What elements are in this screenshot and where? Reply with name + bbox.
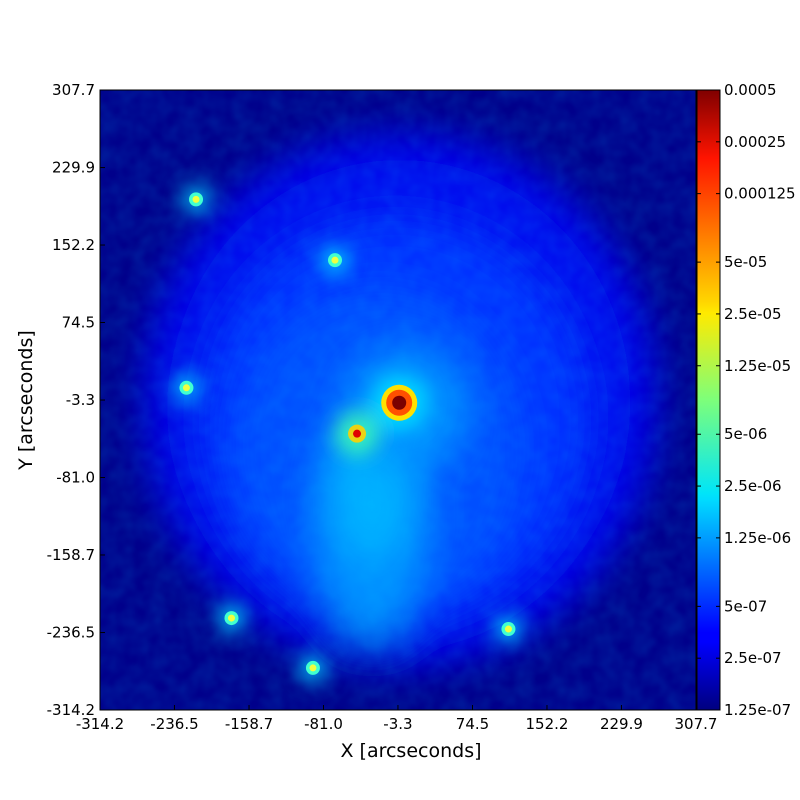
y-tick-label: -236.5: [47, 624, 95, 642]
y-axis-ticks: 307.7 229.9 152.2 74.5 -3.3 -81.0 -158.7 -236.5…: [47, 81, 105, 719]
y-axis-label: Y [arcseconds]: [15, 330, 37, 471]
x-tick-label: 307.7: [675, 715, 718, 733]
x-tick-label: 74.5: [456, 715, 489, 733]
x-tick-label: -314.2: [76, 715, 124, 733]
source-core: [504, 625, 512, 633]
colorbar-tick-label: 0.000125: [724, 185, 796, 203]
colorbar-frame: [696, 89, 721, 711]
y-tick-label: 307.7: [52, 81, 95, 99]
y-tick-label: -314.2: [47, 701, 95, 719]
x-tick-label: -3.3: [383, 715, 412, 733]
x-axis-ticks: -314.2 -236.5 -158.7 -81.0 -3.3 74.5 152.2 229.…: [76, 705, 718, 733]
colorbar-tick-label: 0.00025: [724, 133, 786, 151]
x-axis-label: X [arcseconds]: [340, 740, 481, 762]
source-core: [331, 256, 339, 264]
source-core: [182, 384, 190, 392]
y-tick-label: 229.9: [52, 159, 95, 177]
colorbar-tick-label: 2.5e-05: [724, 305, 782, 323]
source-core: [309, 664, 317, 672]
colorbar-tick-label: 0.0005: [724, 81, 777, 99]
heatmap-plot: [100, 90, 696, 710]
x-tick-label: -236.5: [150, 715, 198, 733]
source-core: [192, 195, 200, 203]
colorbar-tick-label: 5e-07: [724, 597, 767, 615]
colorbar-gradient: [697, 90, 720, 710]
colorbar-tick-label: 5e-05: [724, 253, 767, 271]
y-tick-label: -158.7: [47, 546, 95, 564]
x-tick-label: 152.2: [525, 715, 568, 733]
colorbar-tick-label: 1.25e-07: [724, 701, 791, 719]
colorbar-tick-label: 1.25e-06: [724, 529, 791, 547]
colorbar: 0.0005 0.00025 0.000125 5e-05 2.5e-05 1.25e-0…: [696, 81, 796, 719]
x-tick-label: 229.9: [600, 715, 643, 733]
x-tick-label: -158.7: [225, 715, 273, 733]
source-cores: [179, 192, 516, 675]
source-core: [353, 429, 362, 438]
source-core: [392, 395, 407, 410]
y-tick-label: -3.3: [66, 391, 95, 409]
colorbar-tick-label: 2.5e-06: [724, 477, 782, 495]
y-tick-label: 74.5: [62, 313, 95, 331]
colorbar-tick-label: 2.5e-07: [724, 649, 782, 667]
source-core: [227, 614, 235, 622]
colorbar-tick-label: 5e-06: [724, 425, 767, 443]
y-tick-label: -81.0: [56, 469, 95, 487]
colorbar-ticks: 0.0005 0.00025 0.000125 5e-05 2.5e-05 1.25e-0…: [697, 81, 796, 719]
x-tick-label: -81.0: [304, 715, 343, 733]
colorbar-tick-label: 1.25e-05: [724, 357, 791, 375]
y-tick-label: 152.2: [52, 236, 95, 254]
